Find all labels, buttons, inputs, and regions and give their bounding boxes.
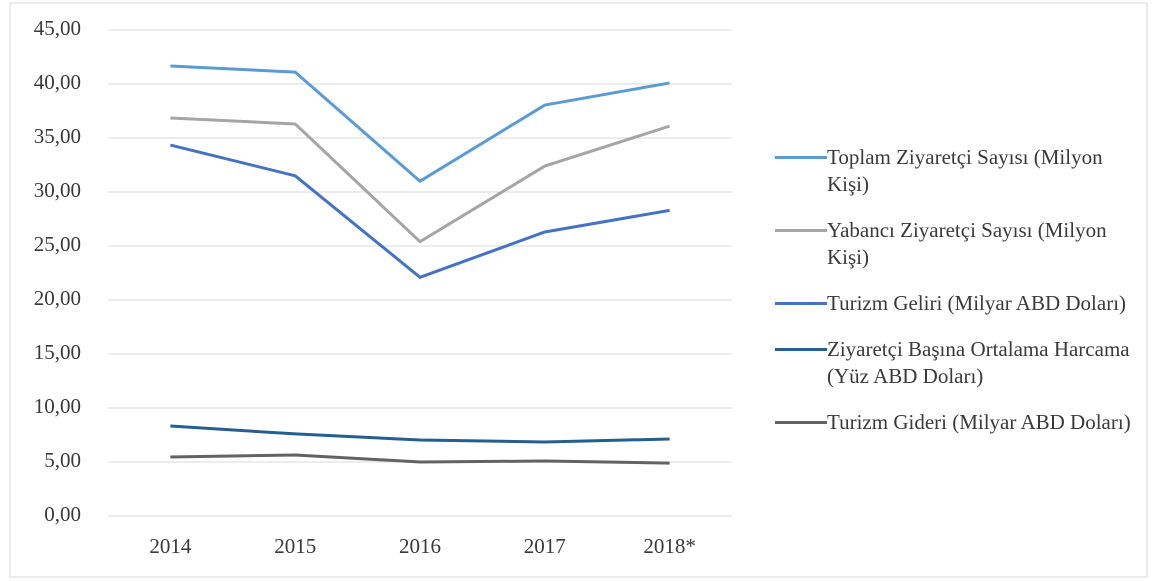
legend-swatch [775,348,827,351]
legend-label: Yabancı Ziyaretçi Sayısı (Milyon Kişi) [827,218,1107,269]
y-tick-label: 25,00 [34,232,81,256]
legend-swatch [775,156,827,159]
legend: Toplam Ziyaretçi Sayısı (Milyon Kişi) Yab… [775,144,1139,436]
legend-label: Turizm Geliri (Milyar ABD Doları) [827,291,1127,315]
legend-item: Ziyaretçi Başına Ortalama Harcama (Yüz A… [775,336,1139,390]
y-tick-label: 30,00 [34,178,81,202]
y-tick-label: 45,00 [34,16,81,40]
y-tick-label: 35,00 [34,124,81,148]
y-tick-label: 20,00 [34,286,81,310]
y-tick-label: 0,00 [44,502,81,526]
legend-label: Toplam Ziyaretçi Sayısı (Milyon Kişi) [827,145,1103,196]
y-tick-label: 15,00 [34,340,81,364]
legend-item: Yabancı Ziyaretçi Sayısı (Milyon Kişi) [775,217,1139,271]
legend-swatch [775,302,827,305]
series-line [170,424,670,444]
y-tick-label: 40,00 [34,70,81,94]
legend-item: Turizm Gideri (Milyar ABD Doları) [775,409,1139,436]
series-line [170,64,670,183]
x-tick-label: 2017 [524,534,566,558]
x-tick-label: 2014 [149,534,192,558]
legend-item: Toplam Ziyaretçi Sayısı (Milyon Kişi) [775,144,1139,198]
legend-swatch [775,229,827,232]
y-tick-label: 10,00 [34,394,81,418]
x-tick-label: 2015 [274,534,316,558]
x-tick-label: 2018* [643,534,696,558]
series-line [170,116,671,244]
legend-label: Ziyaretçi Başına Ortalama Harcama (Yüz A… [827,337,1130,388]
y-tick-label: 5,00 [44,448,81,472]
legend-label: Turizm Gideri (Milyar ABD Doları) [827,410,1131,434]
legend-item: Turizm Geliri (Milyar ABD Doları) [775,290,1139,317]
series-line [170,143,670,279]
chart-border [9,2,1148,578]
legend-swatch [775,421,827,424]
x-tick-label: 2016 [399,534,441,558]
series-line [170,453,670,465]
